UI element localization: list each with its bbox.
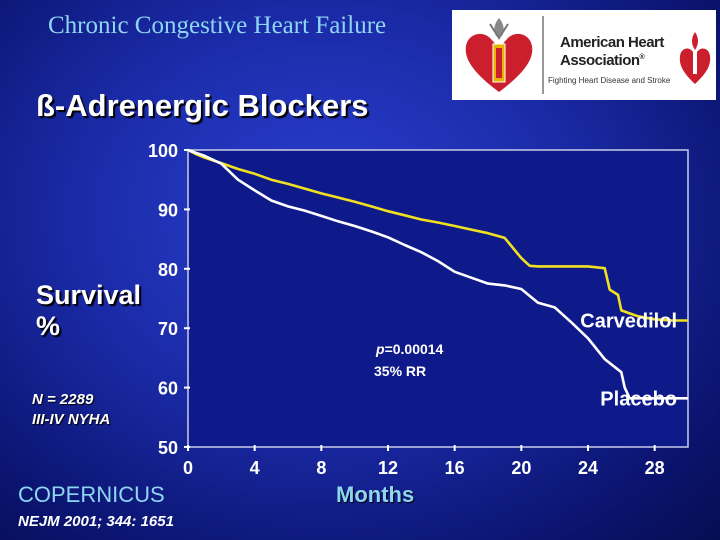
x-tick-label: 28 bbox=[645, 458, 665, 478]
x-tick-label: 0 bbox=[183, 458, 193, 478]
x-tick-label: 24 bbox=[578, 458, 598, 478]
slide-title: ß-Adrenergic Blockers bbox=[36, 88, 369, 123]
x-tick-label: 16 bbox=[445, 458, 465, 478]
study-name: COPERNICUS bbox=[18, 482, 165, 507]
y-tick-label: 90 bbox=[158, 200, 178, 220]
y-ticks: 50 60 70 80 90 100 bbox=[148, 141, 190, 458]
relative-risk-annotation: 35% RR bbox=[374, 363, 426, 379]
aha-torch-heart-icon bbox=[679, 32, 711, 84]
y-tick-label: 100 bbox=[148, 141, 178, 161]
series-group: Carvedilol Placebo bbox=[187, 148, 688, 410]
aha-logo-panel: American Heart Association® Fighting Hea… bbox=[452, 10, 716, 100]
heart-torch-icon bbox=[465, 18, 533, 92]
header-title: Chronic Congestive Heart Failure bbox=[48, 12, 387, 39]
logo-tagline: Fighting Heart Disease and Stroke bbox=[548, 76, 671, 85]
logo-org-line1: American Heart bbox=[560, 34, 664, 51]
x-ticks: 0 4 8 12 16 20 24 28 bbox=[183, 445, 665, 478]
y-tick-label: 80 bbox=[158, 260, 178, 280]
series-line-carvedilol bbox=[187, 148, 688, 322]
logo-org-line2: Association® bbox=[560, 52, 645, 69]
y-tick-label: 70 bbox=[158, 319, 178, 339]
x-tick-label: 4 bbox=[250, 458, 260, 478]
citation: NEJM 2001; 344: 1651 bbox=[18, 513, 174, 530]
series-label-placebo: Placebo bbox=[600, 388, 677, 410]
plot-area bbox=[187, 149, 689, 448]
p-value-annotation: p=0.00014 bbox=[375, 341, 444, 357]
x-tick-label: 8 bbox=[316, 458, 326, 478]
x-tick-label: 20 bbox=[511, 458, 531, 478]
series-label-carvedilol: Carvedilol bbox=[580, 310, 677, 332]
x-tick-label: 12 bbox=[378, 458, 398, 478]
x-axis-label: Months bbox=[336, 482, 415, 507]
logo-divider bbox=[542, 16, 544, 94]
y-axis-label: Survival % bbox=[36, 280, 142, 341]
sample-size-note: N = 2289 III-IV NYHA bbox=[32, 391, 111, 428]
series-line-placebo bbox=[187, 148, 688, 400]
y-tick-label: 50 bbox=[158, 438, 178, 458]
y-tick-label: 60 bbox=[158, 379, 178, 399]
